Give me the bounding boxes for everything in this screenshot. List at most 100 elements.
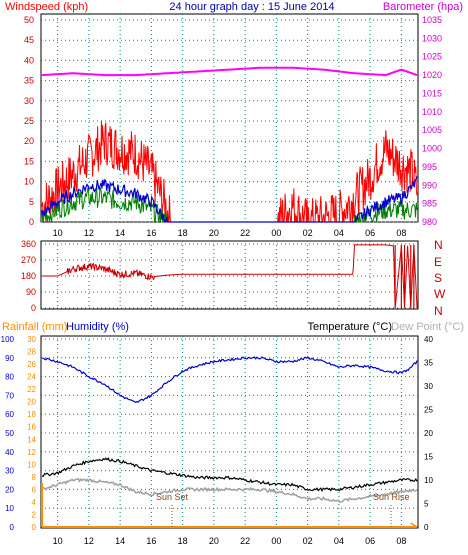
time-tick-label: 20 xyxy=(209,228,219,238)
direction-tick-label: 270 xyxy=(21,255,36,265)
time-tick-label: 00 xyxy=(271,228,281,238)
wind-tick-label: 50 xyxy=(24,15,34,25)
humidity-tick-label: 30 xyxy=(5,467,14,476)
compass-label: S xyxy=(434,271,442,285)
rainfall-tick-label: 2 xyxy=(32,510,37,519)
compass-label: N xyxy=(434,304,443,318)
time-tick-label: 12 xyxy=(84,228,94,238)
time-tick-label: 16 xyxy=(146,228,156,238)
barometer-tick-label: 985 xyxy=(422,199,437,209)
temperature-tick-label: 20 xyxy=(424,429,433,438)
rainfall-tick-label: 0 xyxy=(32,523,37,532)
temperature-tick-label: 10 xyxy=(424,476,433,485)
humidity-tick-label: 50 xyxy=(5,429,14,438)
wind-tick-label: 40 xyxy=(24,55,34,65)
barometer-tick-label: 1005 xyxy=(422,125,442,135)
time-tick-label: 02 xyxy=(303,536,313,546)
barometer-axis-label: Barometer (hpa) xyxy=(383,1,463,13)
compass-label: N xyxy=(434,238,443,252)
humidity-tick-label: 70 xyxy=(5,391,14,400)
humidity-tick-label: 100 xyxy=(1,335,15,344)
sun-set-label: Sun Set xyxy=(156,492,189,502)
temperature-tick-label: 30 xyxy=(424,382,433,391)
time-tick-label: 06 xyxy=(365,228,375,238)
barometer-tick-label: 980 xyxy=(422,217,437,227)
humidity-tick-label: 60 xyxy=(5,410,14,419)
rainfall-tick-label: 14 xyxy=(27,435,36,444)
time-tick-label: 08 xyxy=(396,228,406,238)
time-tick-label: 14 xyxy=(115,228,125,238)
direction-tick-label: 90 xyxy=(26,287,36,297)
direction-tick-label: 0 xyxy=(31,303,36,313)
sun-rise-label: Sun Rise xyxy=(373,492,410,502)
barometer-tick-label: 1035 xyxy=(422,15,442,25)
temperature-tick-label: 40 xyxy=(424,335,433,344)
humidity-tick-label: 0 xyxy=(10,523,15,532)
wind-tick-label: 25 xyxy=(24,116,34,126)
humidity-tick-label: 20 xyxy=(5,485,14,494)
rainfall-tick-label: 6 xyxy=(32,485,37,494)
humidity-plot-area xyxy=(40,335,419,529)
time-tick-label: 00 xyxy=(271,536,281,546)
wind-average-line xyxy=(41,176,418,223)
wind-tick-label: 30 xyxy=(24,96,34,106)
humidity-temperature-chart: Rainfall (mm) Humidity (%) Temperature (… xyxy=(1,321,464,546)
humidity-tick-label: 10 xyxy=(5,504,14,513)
compass-label: E xyxy=(434,255,442,269)
wind-tick-label: 20 xyxy=(24,136,34,146)
rainfall-tick-label: 4 xyxy=(32,498,37,507)
temperature-tick-label: 25 xyxy=(424,406,433,415)
windspeed-axis-label: Windspeed (kph) xyxy=(5,1,88,13)
barometer-tick-label: 1020 xyxy=(422,70,442,80)
time-tick-label: 08 xyxy=(396,536,406,546)
time-tick-label: 10 xyxy=(53,228,63,238)
time-tick-label: 18 xyxy=(178,228,188,238)
chart-title: 24 hour graph day : 15 June 2014 xyxy=(169,1,334,13)
barometer-tick-label: 1030 xyxy=(422,33,442,43)
direction-plot-area xyxy=(40,240,419,310)
wind-direction-line xyxy=(42,244,418,309)
barometer-tick-label: 1025 xyxy=(422,52,442,62)
rainfall-tick-label: 18 xyxy=(27,410,36,419)
barometer-tick-label: 995 xyxy=(422,162,437,172)
time-tick-label: 04 xyxy=(334,536,344,546)
wind-tick-label: 15 xyxy=(24,156,34,166)
rainfall-tick-label: 24 xyxy=(27,373,36,382)
barometer-line xyxy=(41,66,418,77)
barometer-tick-label: 1000 xyxy=(422,144,442,154)
rainfall-axis-label: Rainfall (mm) xyxy=(2,321,67,333)
time-tick-label: 22 xyxy=(240,228,250,238)
time-tick-label: 16 xyxy=(146,536,156,546)
barometer-tick-label: 1015 xyxy=(422,88,442,98)
wind-tick-label: 10 xyxy=(24,177,34,187)
wind-barometer-chart: Windspeed (kph) 24 hour graph day : 15 J… xyxy=(5,1,463,238)
time-tick-label: 02 xyxy=(303,228,313,238)
wind-tick-label: 45 xyxy=(24,35,34,45)
rainfall-tick-label: 26 xyxy=(27,360,36,369)
wind-plot-area xyxy=(40,13,419,223)
barometer-tick-label: 1010 xyxy=(422,107,442,117)
rainfall-tick-label: 16 xyxy=(27,423,36,432)
dewpoint-axis-label: Dew Point (°C) xyxy=(391,321,464,333)
compass-label: W xyxy=(434,287,446,301)
barometer-tick-label: 990 xyxy=(422,180,437,190)
rainfall-tick-label: 12 xyxy=(27,448,36,457)
time-tick-label: 06 xyxy=(365,536,375,546)
rainfall-tail xyxy=(410,522,418,528)
temperature-tick-label: 5 xyxy=(424,500,429,509)
rainfall-tick-label: 28 xyxy=(27,348,36,357)
time-tick-label: 04 xyxy=(334,228,344,238)
direction-tick-label: 360 xyxy=(21,239,36,249)
time-tick-label: 20 xyxy=(209,536,219,546)
rainfall-tick-label: 8 xyxy=(32,473,37,482)
temperature-tick-label: 0 xyxy=(424,523,429,532)
temperature-tick-label: 35 xyxy=(424,359,433,368)
temperature-axis-label: Temperature (°C) xyxy=(308,321,392,333)
time-tick-label: 12 xyxy=(84,536,94,546)
rainfall-tick-label: 10 xyxy=(27,460,36,469)
dew-point-line xyxy=(41,477,418,503)
wind-tick-label: 5 xyxy=(29,197,34,207)
humidity-axis-label: Humidity (%) xyxy=(66,321,129,333)
